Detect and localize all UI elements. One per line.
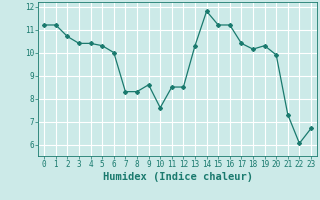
X-axis label: Humidex (Indice chaleur): Humidex (Indice chaleur) — [103, 172, 252, 182]
